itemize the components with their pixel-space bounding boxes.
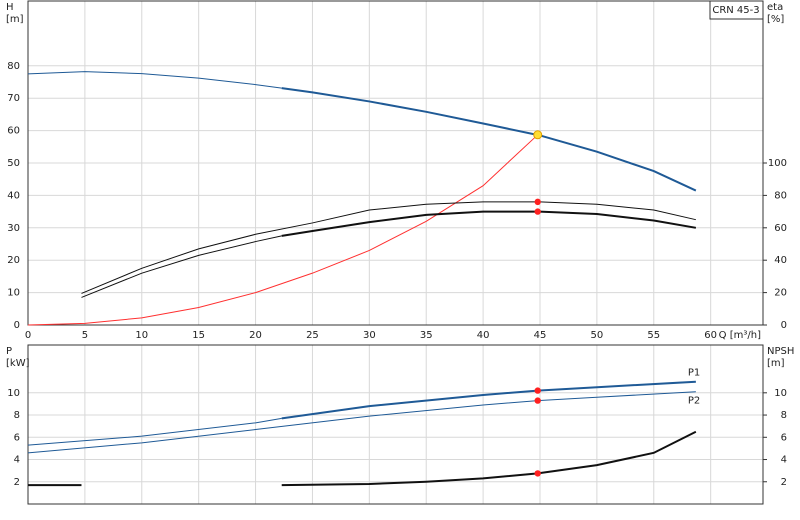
curve <box>27 71 282 89</box>
y-tick-label: 2 <box>14 477 20 488</box>
y-tick-label: 6 <box>14 432 20 443</box>
curve <box>281 87 697 192</box>
chart-title: CRN 45-3 <box>712 5 759 16</box>
operating-point <box>534 387 541 394</box>
curve <box>281 380 696 420</box>
y-axis-label: [kW] <box>6 358 30 369</box>
y2-tick-label: 6 <box>781 432 787 443</box>
curve <box>27 417 282 446</box>
y-tick-label: 60 <box>7 126 20 137</box>
x-tick-label: 50 <box>591 330 604 341</box>
x-tick-label: 60 <box>704 330 717 341</box>
y2-tick-label: 40 <box>774 255 787 266</box>
x-axis-label: Q [m³/h] <box>719 330 761 341</box>
operating-point <box>534 198 541 206</box>
y-axis-label: H <box>6 2 14 13</box>
y2-tick-label: 8 <box>781 410 787 421</box>
y2-tick-label: 20 <box>774 288 787 299</box>
curve <box>28 430 697 487</box>
curve <box>81 201 696 294</box>
curve <box>27 391 696 454</box>
y2-tick-label: 10 <box>774 388 787 399</box>
y-tick-label: 40 <box>7 190 20 201</box>
y2-tick-label: 0 <box>781 320 787 331</box>
plot-frame <box>27 0 764 326</box>
x-tick-label: 0 <box>25 330 31 341</box>
x-tick-label: 45 <box>534 330 547 341</box>
operating-point <box>534 397 541 404</box>
y-tick-label: 0 <box>14 320 20 331</box>
y-tick-label: 30 <box>7 223 20 234</box>
operating-point <box>534 208 541 215</box>
x-tick-label: 20 <box>249 330 262 341</box>
curve <box>81 235 282 298</box>
x-tick-label: 5 <box>82 330 88 341</box>
x-tick-label: 25 <box>306 330 319 341</box>
x-tick-label: 40 <box>477 330 490 341</box>
y-tick-label: 20 <box>7 255 20 266</box>
y-tick-label: 8 <box>14 410 20 421</box>
y2-tick-label: 4 <box>781 455 787 466</box>
y2-axis-label: eta <box>767 2 783 13</box>
y-axis-label: P <box>6 346 12 357</box>
x-tick-label: 15 <box>192 330 205 341</box>
operating-point <box>533 130 543 140</box>
y2-tick-label: 100 <box>768 158 787 169</box>
y2-axis-label: [%] <box>767 14 784 25</box>
title-box <box>709 0 764 20</box>
y2-tick-label: 60 <box>774 223 787 234</box>
x-tick-label: 30 <box>363 330 376 341</box>
operating-point <box>534 470 541 477</box>
y2-axis-label: [m] <box>767 358 785 369</box>
y-tick-label: 50 <box>7 158 20 169</box>
x-tick-label: 55 <box>647 330 660 341</box>
y2-tick-label: 80 <box>774 190 787 201</box>
x-tick-label: 10 <box>135 330 148 341</box>
y-axis-label: [m] <box>6 14 24 25</box>
y-tick-label: 4 <box>14 455 20 466</box>
y-tick-label: 80 <box>7 61 20 72</box>
series-label: P2 <box>688 396 700 407</box>
plot-frame <box>27 344 764 505</box>
y2-axis-label: NPSH <box>767 346 794 357</box>
y-tick-label: 70 <box>7 93 20 104</box>
curve <box>281 210 697 237</box>
x-tick-label: 35 <box>420 330 433 341</box>
y-tick-label: 10 <box>7 388 20 399</box>
y-tick-label: 10 <box>7 288 20 299</box>
y2-tick-label: 2 <box>781 477 787 488</box>
series-label: P1 <box>688 368 700 379</box>
